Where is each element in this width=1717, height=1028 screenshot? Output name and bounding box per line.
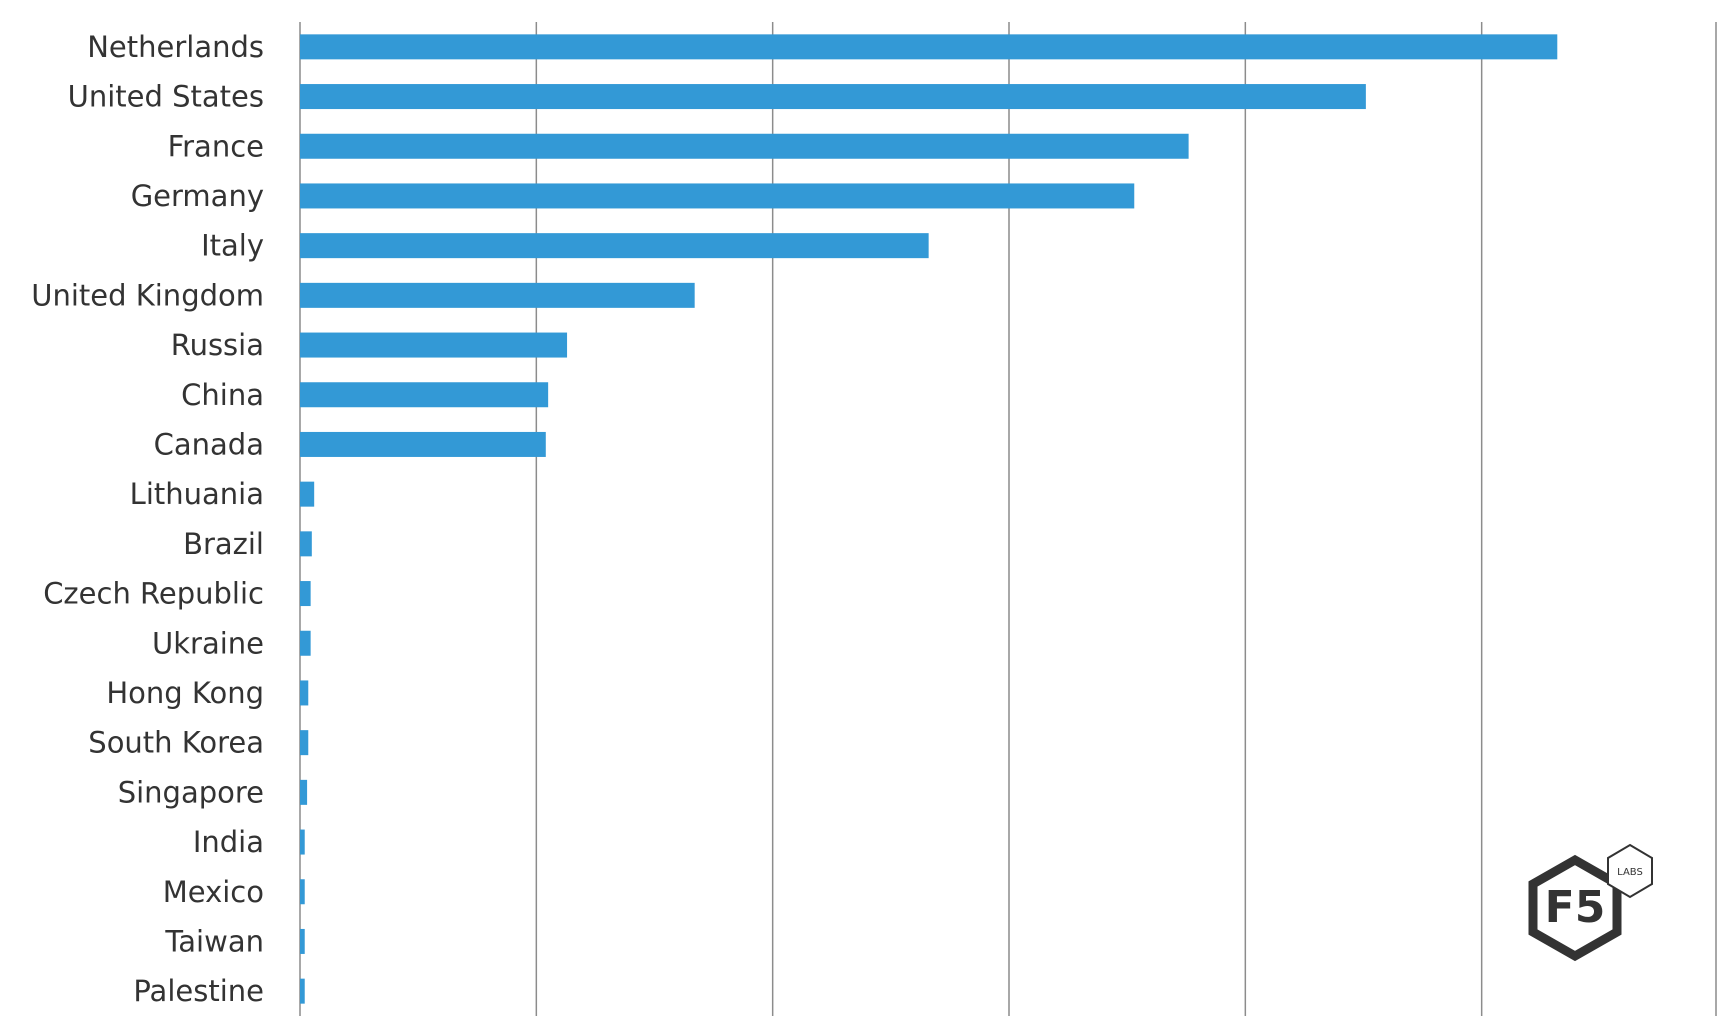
bar-china: [300, 382, 549, 408]
bar-ukraine: [300, 630, 311, 656]
bar-mexico: [300, 879, 305, 905]
category-label: Lithuania: [130, 477, 264, 511]
bar-czech-republic: [300, 581, 311, 607]
bar-netherlands: [300, 34, 1558, 60]
bar-palestine: [300, 978, 305, 1004]
bar-italy: [300, 233, 929, 259]
bar-canada: [300, 431, 546, 457]
f5-labs-logo: F5 LABS: [1528, 843, 1653, 962]
bar-germany: [300, 183, 1135, 209]
category-label: Germany: [131, 179, 264, 213]
category-label: China: [181, 378, 264, 412]
category-label: Palestine: [133, 974, 264, 1008]
bar-hong-kong: [300, 680, 309, 706]
bar-united-states: [300, 84, 1366, 110]
category-label: Taiwan: [164, 924, 264, 958]
bars: [300, 34, 1558, 1004]
bar-singapore: [300, 779, 308, 805]
category-label: Mexico: [163, 875, 264, 909]
bar-south-korea: [300, 730, 309, 756]
category-label: Hong Kong: [106, 676, 264, 710]
bar-russia: [300, 332, 568, 358]
category-label: Ukraine: [152, 626, 264, 660]
category-label: Netherlands: [87, 30, 264, 64]
category-label: Canada: [154, 427, 264, 461]
labs-logo-text: LABS: [1617, 867, 1643, 878]
bar-united-kingdom: [300, 282, 695, 308]
bar-brazil: [300, 531, 312, 557]
category-labels: Netherlands United States France Germany Ita…: [31, 30, 264, 1008]
category-label: South Korea: [88, 726, 264, 760]
category-label: France: [168, 129, 264, 163]
bar-lithuania: [300, 481, 315, 507]
category-label: Singapore: [118, 775, 264, 809]
bar-france: [300, 133, 1189, 159]
bar-india: [300, 829, 305, 855]
category-label: Italy: [201, 229, 264, 263]
bar-taiwan: [300, 928, 305, 954]
category-label: Czech Republic: [43, 577, 264, 611]
category-label: Russia: [171, 328, 264, 362]
category-label: United Kingdom: [31, 278, 264, 312]
category-label: Brazil: [183, 527, 264, 561]
f5-logo-text: F5: [1545, 882, 1606, 933]
gridlines: [299, 22, 1717, 1016]
category-label: India: [193, 825, 264, 859]
labs-hexagon-icon: [1607, 843, 1653, 899]
category-label: United States: [68, 80, 264, 114]
